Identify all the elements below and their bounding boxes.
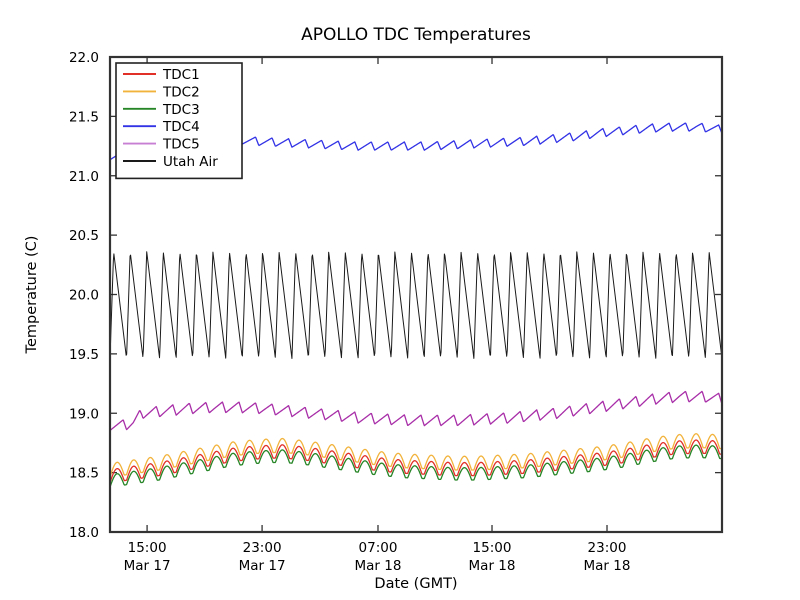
x-tick-time-label: 15:00 [473,540,512,556]
legend-label-tdc1[interactable]: TDC1 [162,67,200,83]
x-axis-ticks: 15:00 Mar 17 23:00 Mar 17 07:00 Mar 18 15:00 Ma… [124,57,631,574]
y-tick-label: 18.5 [69,466,99,482]
x-tick-date-label: Mar 17 [124,558,171,574]
data-traces [109,122,723,488]
legend-background [115,62,243,180]
trace-utah-air [109,251,723,360]
legend-label-utah-air[interactable]: Utah Air [163,154,218,170]
y-tick-label: 20.0 [69,288,99,304]
x-axis-label: Date (GMT) [374,576,457,592]
x-tick-date-label: Mar 18 [584,558,631,574]
trace-tdc3 [109,444,723,488]
y-axis-ticks: 18.0 18.5 19.0 19.5 20.0 20.5 21.0 21.5 22.0 [69,50,722,541]
legend-label-tdc2[interactable]: TDC2 [162,84,200,100]
y-tick-label: 21.0 [69,169,99,185]
plot-frame-border [108,55,724,534]
y-axis-label: Temperature (C) [24,236,40,355]
x-tick-date-label: Mar 18 [469,558,516,574]
y-tick-label: 19.5 [69,347,99,363]
trace-tdc5 [109,390,723,432]
legend-label-tdc5[interactable]: TDC5 [162,137,200,153]
y-tick-label: 19.0 [69,406,99,422]
trace-tdc1 [109,439,723,484]
x-tick-time-label: 15:00 [128,540,167,556]
chart-title: APOLLO TDC Temperatures [301,25,531,45]
y-tick-label: 21.5 [69,109,99,125]
legend-label-tdc4[interactable]: TDC4 [162,119,200,135]
legend-label-tdc3[interactable]: TDC3 [162,102,200,118]
y-tick-label: 22.0 [69,50,99,66]
x-tick-time-label: 07:00 [359,540,398,556]
trace-tdc2 [109,433,723,478]
x-tick-time-label: 23:00 [243,540,282,556]
x-tick-date-label: Mar 18 [355,558,402,574]
y-tick-label: 18.0 [69,525,99,541]
y-tick-label: 20.5 [69,228,99,244]
x-tick-time-label: 23:00 [588,540,627,556]
x-tick-date-label: Mar 17 [239,558,286,574]
